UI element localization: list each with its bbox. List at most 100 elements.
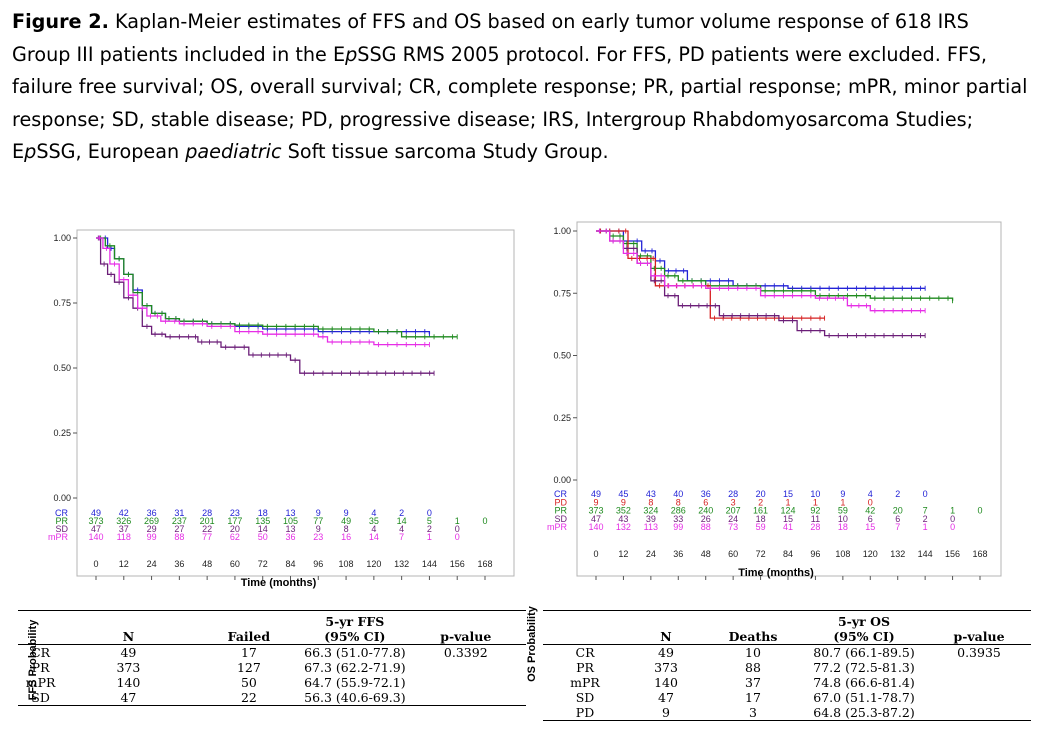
ffs-risk-value: 177 xyxy=(227,516,242,526)
ffs-header-blank xyxy=(18,614,63,645)
os-risk-value: 352 xyxy=(616,506,631,516)
ffs-risk-value: 0 xyxy=(482,516,487,526)
os-yaxis-label: OS Probability xyxy=(526,605,538,682)
os-risk-value: 0 xyxy=(923,489,928,499)
os-risk-value: 1 xyxy=(950,506,955,516)
os-risk-value: 20 xyxy=(893,506,903,516)
ffs-risk-value: 16 xyxy=(341,532,351,542)
ffs-xaxis-label: Time (months) xyxy=(241,577,317,589)
os-header-pvalue: p-value xyxy=(953,629,1005,644)
os-risk-value: 4 xyxy=(868,489,873,499)
ffs-risk-value: 9 xyxy=(316,508,321,518)
ffs-risk-value: 37 xyxy=(119,524,129,534)
ffs-risk-value: 49 xyxy=(341,516,351,526)
os-risk-value: 15 xyxy=(783,489,793,499)
ffs-ytick-label: 0.25 xyxy=(53,428,71,438)
ffs-risk-value: 4 xyxy=(399,524,404,534)
ffs-risk-value: 4 xyxy=(371,508,376,518)
os-risk-value: 2 xyxy=(923,514,928,524)
ffs-xtick-label: 72 xyxy=(258,559,268,569)
ffs-risk-value: 2 xyxy=(399,508,404,518)
os-risk-value: 7 xyxy=(923,506,928,516)
os-risk-value: 140 xyxy=(588,522,603,532)
os-ytick-label: 0.75 xyxy=(553,288,571,298)
os-risk-value: 18 xyxy=(756,514,766,524)
ffs-header-pvalue: p-value xyxy=(440,629,492,644)
os-risk-label-mpr: mPR xyxy=(547,522,568,532)
ffs-risk-value: 140 xyxy=(88,532,103,542)
caption-italic-word: paediatric xyxy=(185,140,282,163)
figure-label: Figure 2. xyxy=(12,10,109,33)
os-risk-value: 15 xyxy=(783,514,793,524)
ffs-ytick-label: 1.00 xyxy=(53,233,71,243)
ffs-risk-value: 326 xyxy=(116,516,131,526)
os-risk-value: 9 xyxy=(621,497,626,507)
os-risk-value: 47 xyxy=(591,514,601,524)
ffs-risk-value: 14 xyxy=(258,524,268,534)
os-risk-value: 15 xyxy=(865,522,875,532)
os-risk-value: 1 xyxy=(813,497,818,507)
os-risk-value: 43 xyxy=(618,514,628,524)
os-xtick-label: 48 xyxy=(701,549,711,559)
os-risk-value: 10 xyxy=(838,514,848,524)
os-risk-value: 49 xyxy=(591,489,601,499)
ffs-header-n: N xyxy=(122,629,135,644)
ffs-risk-value: 23 xyxy=(313,532,323,542)
os-risk-value: 59 xyxy=(756,522,766,532)
ffs-xtick-label: 120 xyxy=(366,559,381,569)
ffs-risk-value: 36 xyxy=(285,532,295,542)
os-risk-value: 124 xyxy=(780,506,795,516)
ffs-ytick-label: 0.75 xyxy=(53,298,71,308)
os-risk-value: 9 xyxy=(840,489,845,499)
table-row: PR 373 88 77.2 (72.5-81.3) xyxy=(576,660,915,675)
ffs-xtick-label: 60 xyxy=(230,559,240,569)
os-risk-value: 28 xyxy=(728,489,738,499)
table-row: PD 9 3 64.8 (25.3-87.2) xyxy=(543,705,1031,721)
table-row: mPR 140 50 64.7 (55.9-72.1) xyxy=(25,675,406,690)
os-ytick-label: 0.25 xyxy=(553,413,571,423)
ffs-risk-value: 7 xyxy=(399,532,404,542)
ffs-risk-label-pr: PR xyxy=(55,516,68,526)
os-xtick-label: 120 xyxy=(863,549,878,559)
ffs-risk-value: 22 xyxy=(202,524,212,534)
ffs-risk-value: 9 xyxy=(344,508,349,518)
os-ytick-label: 1.00 xyxy=(553,226,571,236)
os-ytick-label: 0.00 xyxy=(553,475,571,485)
os-risk-value: 0 xyxy=(868,497,873,507)
ffs-risk-value: 237 xyxy=(172,516,187,526)
ffs-risk-value: 135 xyxy=(255,516,270,526)
ffs-plot-frame xyxy=(76,229,515,577)
figure-caption: Figure 2. Kaplan-Meier estimates of FFS … xyxy=(12,6,1032,169)
ffs-risk-value: 269 xyxy=(144,516,159,526)
os-xtick-label: 24 xyxy=(646,549,656,559)
os-risk-value: 132 xyxy=(616,522,631,532)
ffs-xtick-label: 144 xyxy=(422,559,437,569)
os-risk-value: 286 xyxy=(671,506,686,516)
os-risk-value: 24 xyxy=(728,514,738,524)
ffs-risk-value: 31 xyxy=(174,508,184,518)
os-risk-label-sd: SD xyxy=(554,514,567,524)
os-risk-value: 33 xyxy=(673,514,683,524)
os-risk-value: 41 xyxy=(783,522,793,532)
ffs-curve-mpr xyxy=(96,237,430,346)
ffs-xtick-label: 168 xyxy=(477,559,492,569)
ffs-xtick-label: 36 xyxy=(174,559,184,569)
ffs-risk-value: 373 xyxy=(88,516,103,526)
os-risk-value: 59 xyxy=(838,506,848,516)
os-risk-value: 9 xyxy=(593,497,598,507)
os-xtick-label: 144 xyxy=(918,549,933,559)
os-risk-value: 45 xyxy=(618,489,628,499)
ffs-risk-value: 18 xyxy=(258,508,268,518)
os-risk-value: 207 xyxy=(726,506,741,516)
os-risk-value: 88 xyxy=(701,522,711,532)
ffs-xtick-label: 96 xyxy=(313,559,323,569)
os-risk-value: 7 xyxy=(895,522,900,532)
os-risk-value: 36 xyxy=(701,489,711,499)
ffs-xtick-label: 24 xyxy=(147,559,157,569)
ffs-risk-value: 5 xyxy=(427,516,432,526)
ffs-risk-value: 99 xyxy=(147,532,157,542)
os-risk-value: 2 xyxy=(895,489,900,499)
ffs-xtick-label: 156 xyxy=(450,559,465,569)
ffs-risk-label-mpr: mPR xyxy=(48,532,69,542)
